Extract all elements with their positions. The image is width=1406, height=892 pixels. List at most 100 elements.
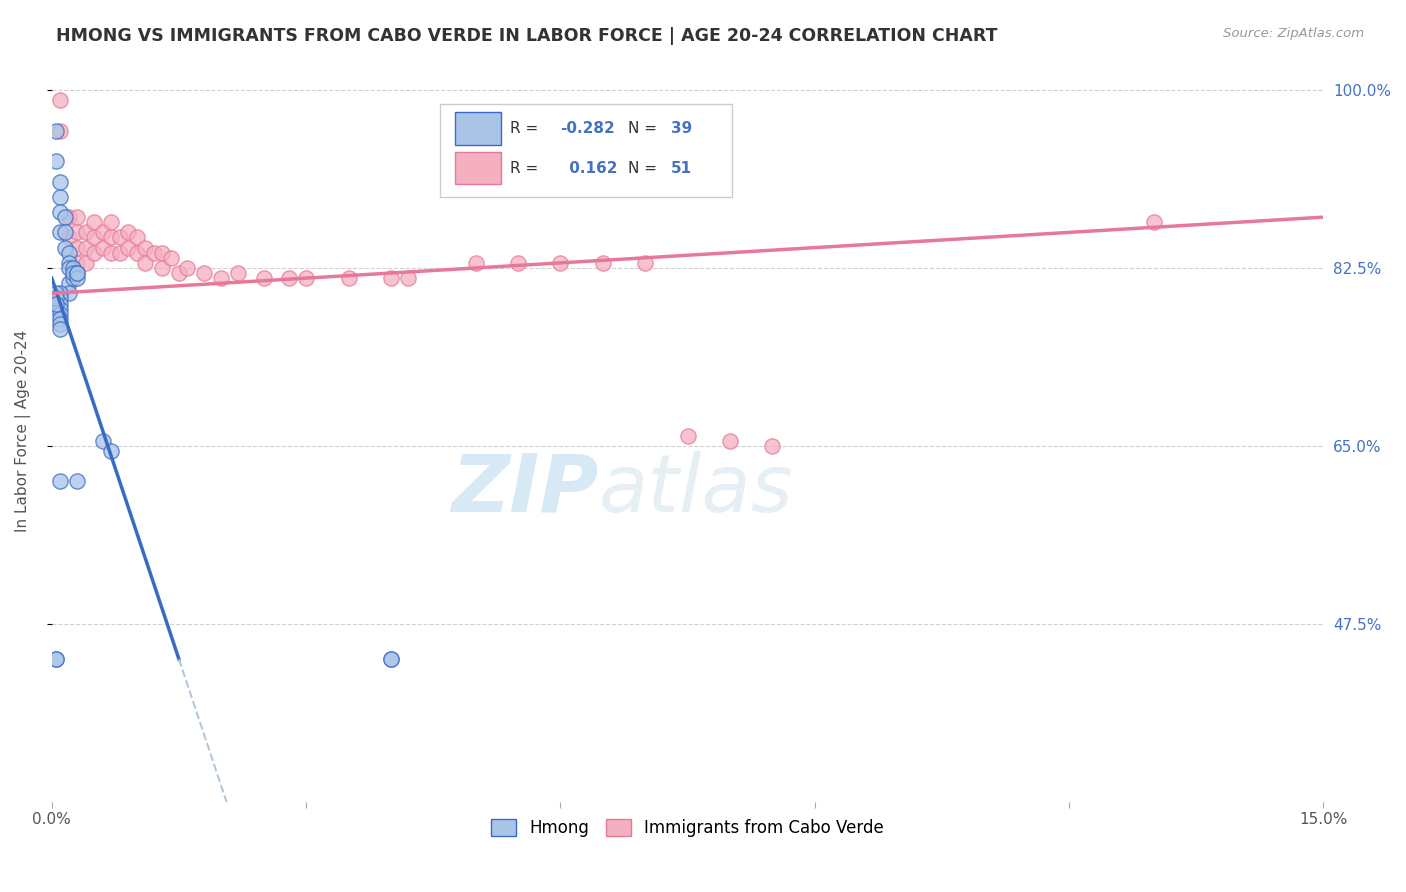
Point — [676, 428, 699, 442]
Point — [718, 434, 741, 448]
Point — [49, 190, 72, 204]
Point — [49, 93, 72, 107]
Point — [108, 230, 131, 244]
Point — [380, 652, 402, 666]
Point — [550, 256, 572, 270]
Point — [66, 271, 89, 285]
Point — [49, 322, 72, 336]
Point — [100, 444, 122, 458]
Point — [209, 271, 232, 285]
Point — [150, 245, 173, 260]
Point — [66, 226, 89, 240]
Point — [45, 292, 67, 306]
Point — [49, 296, 72, 310]
Point — [66, 266, 89, 280]
Text: Source: ZipAtlas.com: Source: ZipAtlas.com — [1223, 27, 1364, 40]
Point — [49, 475, 72, 489]
Point — [66, 241, 89, 255]
Point — [66, 266, 89, 280]
Point — [75, 241, 97, 255]
Point — [134, 241, 156, 255]
Point — [49, 124, 72, 138]
Point — [226, 266, 249, 280]
Point — [464, 256, 486, 270]
Point — [58, 230, 80, 244]
Point — [91, 226, 114, 240]
Point — [49, 226, 72, 240]
Point — [91, 434, 114, 448]
Point — [49, 205, 72, 219]
Text: HMONG VS IMMIGRANTS FROM CABO VERDE IN LABOR FORCE | AGE 20-24 CORRELATION CHART: HMONG VS IMMIGRANTS FROM CABO VERDE IN L… — [56, 27, 998, 45]
Text: 39: 39 — [671, 121, 692, 136]
Point — [62, 271, 84, 285]
Point — [295, 271, 318, 285]
Point — [83, 215, 105, 229]
Point — [49, 307, 72, 321]
Point — [45, 124, 67, 138]
Point — [100, 230, 122, 244]
Point — [159, 251, 181, 265]
Point — [117, 241, 139, 255]
Y-axis label: In Labor Force | Age 20-24: In Labor Force | Age 20-24 — [15, 329, 31, 532]
FancyBboxPatch shape — [456, 112, 501, 145]
Point — [58, 245, 80, 260]
Point — [380, 652, 402, 666]
Point — [66, 210, 89, 224]
Point — [49, 286, 72, 301]
Point — [592, 256, 614, 270]
FancyBboxPatch shape — [440, 104, 733, 197]
Text: R =: R = — [509, 121, 543, 136]
Point — [506, 256, 529, 270]
Point — [66, 256, 89, 270]
Point — [49, 301, 72, 316]
Point — [117, 226, 139, 240]
Text: ZIP: ZIP — [451, 451, 599, 529]
Point — [193, 266, 215, 280]
Point — [278, 271, 301, 285]
Point — [45, 296, 67, 310]
Point — [75, 256, 97, 270]
Text: -0.282: -0.282 — [561, 121, 616, 136]
Text: R =: R = — [509, 161, 543, 177]
Point — [761, 439, 783, 453]
Text: N =: N = — [628, 161, 662, 177]
Point — [45, 652, 67, 666]
Point — [100, 245, 122, 260]
Point — [49, 292, 72, 306]
Point — [49, 175, 72, 189]
Point — [53, 226, 76, 240]
Point — [58, 260, 80, 275]
Point — [49, 317, 72, 331]
Point — [58, 276, 80, 290]
Point — [396, 271, 419, 285]
Point — [125, 245, 148, 260]
Point — [45, 652, 67, 666]
Point — [380, 271, 402, 285]
Point — [142, 245, 165, 260]
Point — [83, 230, 105, 244]
Point — [176, 260, 198, 275]
Point — [150, 260, 173, 275]
FancyBboxPatch shape — [456, 152, 501, 185]
Point — [45, 286, 67, 301]
Point — [337, 271, 360, 285]
Text: 51: 51 — [671, 161, 692, 177]
Text: atlas: atlas — [599, 451, 793, 529]
Point — [58, 210, 80, 224]
Point — [49, 311, 72, 326]
Point — [634, 256, 657, 270]
Point — [58, 286, 80, 301]
Point — [53, 241, 76, 255]
Point — [62, 266, 84, 280]
Point — [134, 256, 156, 270]
Point — [62, 260, 84, 275]
Point — [66, 475, 89, 489]
Point — [108, 245, 131, 260]
Legend: Hmong, Immigrants from Cabo Verde: Hmong, Immigrants from Cabo Verde — [482, 810, 893, 846]
Point — [100, 215, 122, 229]
Point — [53, 210, 76, 224]
Point — [125, 230, 148, 244]
Point — [1143, 215, 1166, 229]
Text: 0.162: 0.162 — [564, 161, 617, 177]
Text: N =: N = — [628, 121, 662, 136]
